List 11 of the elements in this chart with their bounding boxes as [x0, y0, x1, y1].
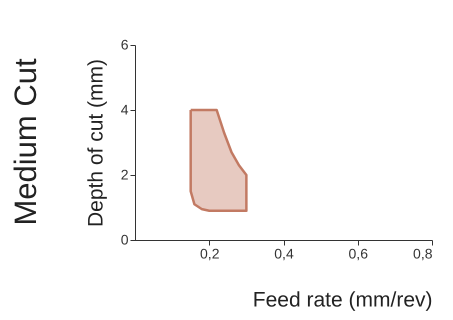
text: Medium Cut	[8, 58, 43, 226]
x-tick-label: 0,2	[200, 246, 220, 262]
x-tick-label: 0,8	[413, 246, 433, 262]
y-tick-label: 0	[120, 232, 129, 248]
x-axis-title: Feed rate (mm/rev)	[252, 288, 432, 312]
y-tick-label: 4	[120, 102, 129, 118]
y-tick-label: 6	[120, 36, 129, 52]
y-tick-label: 2	[120, 166, 129, 182]
x-tick-label: 0,6	[348, 246, 368, 262]
y-axis-title: Depth of cut (mm)	[84, 58, 108, 228]
x-tick-label: 0,4	[274, 246, 294, 262]
